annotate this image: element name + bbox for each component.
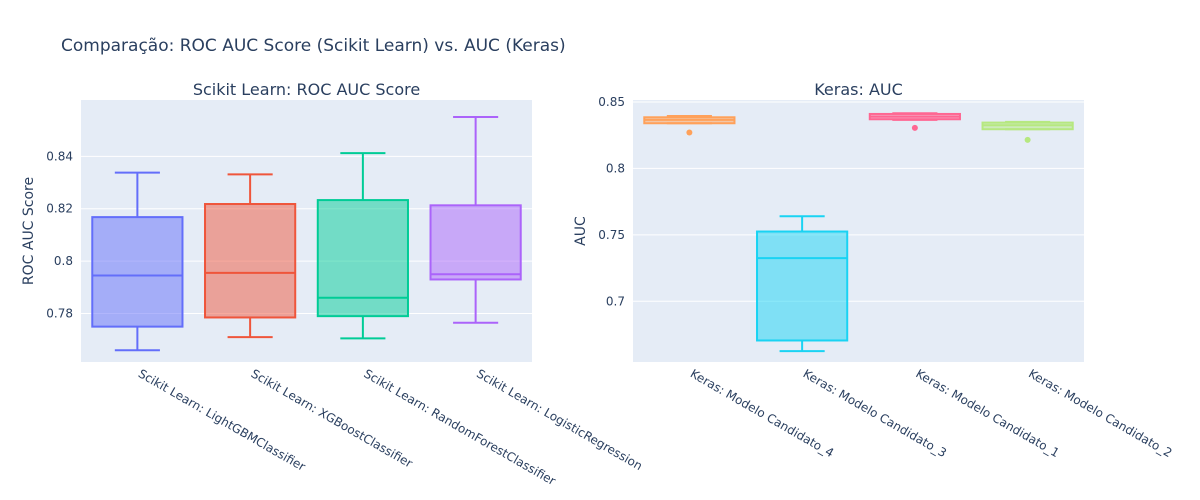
iqr-box [756,230,849,342]
right-gridlines [633,101,1084,302]
left-y-axis-title: ROC AUC Score [21,177,37,285]
left-subplot: 0.78 0.8 0.82 0.84 Scikit Learn: LightGBMCl… [21,80,645,488]
y-tick-label: 0.78 [46,307,73,321]
chart-title: Comparação: ROC AUC Score (Scikit Learn)… [61,36,566,56]
y-tick-label: 0.85 [598,95,625,109]
iqr-box [91,216,184,328]
box-4 [429,116,522,324]
right-subplot-title: Keras: AUC [814,80,903,99]
box-1 [91,171,184,352]
iqr-box [429,204,522,281]
outlier-point [1024,136,1031,143]
box-2 [204,173,297,339]
y-tick-label: 0.84 [46,149,73,163]
y-tick-label: 0.7 [606,294,625,308]
left-y-tick-labels: 0.78 0.8 0.82 0.84 [46,149,73,320]
box-1 [643,114,736,136]
box-3 [868,112,961,131]
y-tick-label: 0.75 [598,228,625,242]
outlier-point [911,124,918,131]
right-subplot: 0.7 0.75 0.8 0.85 Keras: Modelo Candidato_4… [573,80,1174,460]
iqr-box [204,203,297,319]
y-tick-label: 0.8 [54,254,73,268]
outlier-point [686,129,693,136]
box-4 [981,120,1074,143]
left-boxes [91,116,522,352]
right-y-axis-title: AUC [573,216,589,246]
box-3 [316,152,409,340]
box-2 [756,215,849,353]
left-subplot-title: Scikit Learn: ROC AUC Score [193,80,420,99]
right-plot-background [633,100,1084,362]
right-boxes [643,112,1074,353]
x-tick-label: Scikit Learn: RandomForestClassifier [361,366,558,488]
y-tick-label: 0.82 [46,202,73,216]
iqr-box [316,199,409,318]
y-tick-label: 0.8 [606,161,625,175]
right-y-tick-labels: 0.7 0.75 0.8 0.85 [598,95,625,308]
